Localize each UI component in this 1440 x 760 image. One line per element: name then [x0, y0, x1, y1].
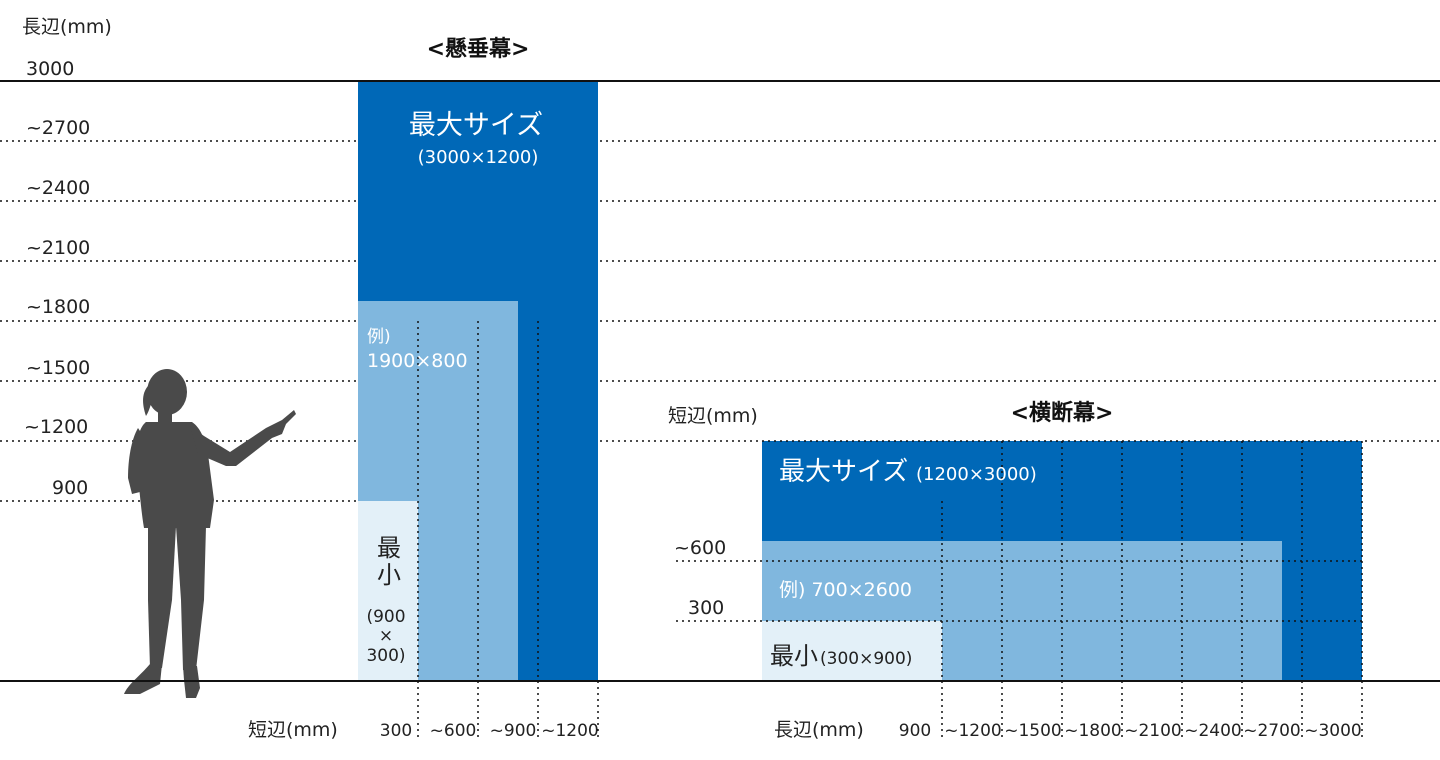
woman-silhouette-icon [124, 369, 296, 698]
horizontal-gridlines [676, 440, 1363, 740]
horizontal-x-axis-label: 長辺(mm) [774, 719, 864, 741]
vertical-y-tick: ~1800 [26, 296, 90, 318]
horizontal-x-tick: ~1500 [1004, 721, 1062, 741]
horizontal-x-tick: ~1800 [1064, 721, 1122, 741]
vertical-title: <懸垂幕> [427, 37, 530, 62]
horizontal-x-tick: ~1200 [944, 721, 1002, 741]
horizontal-banner-chart: 短辺(mm) <横断幕> ~600 300 最大サイズ (1200×3000) … [668, 400, 1363, 741]
horizontal-x-tick: 900 [899, 721, 931, 741]
horizontal-max-dims: (1200×3000) [916, 464, 1037, 485]
vertical-x-tick: ~900 [490, 721, 537, 741]
horizontal-y-tick: 300 [688, 597, 724, 619]
vertical-max-dims: (3000×1200) [418, 147, 539, 168]
horizontal-x-tick: ~2100 [1124, 721, 1182, 741]
vertical-min-rect [358, 501, 418, 681]
vertical-min-dims-3: 300) [366, 646, 405, 666]
vertical-banner-chart: 長辺(mm) 3000 <懸垂幕> ~2700 ~2400 ~2100 ~180… [0, 16, 1440, 741]
horizontal-x-tick: ~2400 [1184, 721, 1242, 741]
horizontal-y-axis-label: 短辺(mm) [668, 405, 758, 427]
vertical-y-tick: ~2700 [26, 117, 90, 139]
vertical-x-tick: 300 [380, 721, 412, 741]
horizontal-x-tick: ~3000 [1304, 721, 1362, 741]
vertical-y-tick: ~1500 [26, 357, 90, 379]
horizontal-title: <横断幕> [1011, 400, 1114, 426]
horizontal-min-rect [762, 621, 942, 681]
vertical-max-label: 最大サイズ [409, 110, 543, 141]
vertical-min-dims-1: (900 [366, 607, 405, 627]
vertical-min-dims-2: × [379, 626, 393, 646]
vertical-example-dims: 1900×800 [367, 350, 468, 372]
vertical-y-axis-label: 長辺(mm) [22, 16, 112, 38]
vertical-min-label-1: 最 [377, 534, 401, 562]
vertical-y-tick: 900 [52, 477, 88, 499]
vertical-x-tick: ~600 [430, 721, 477, 741]
vertical-y-top-label: 3000 [26, 58, 74, 80]
vertical-y-tick: ~2100 [26, 237, 90, 259]
horizontal-example-label: 例) 700×2600 [779, 579, 912, 601]
horizontal-x-tick: ~2700 [1243, 721, 1301, 741]
vertical-min-label-2: 小 [377, 561, 401, 589]
vertical-y-tick: ~1200 [24, 416, 88, 438]
horizontal-y-tick: ~600 [674, 537, 726, 559]
horizontal-min-label: 最小 [770, 642, 818, 670]
vertical-example-label: 例) [367, 327, 391, 347]
vertical-x-gridlines [417, 321, 599, 740]
vertical-y-tick: ~2400 [26, 177, 90, 199]
vertical-x-axis-label: 短辺(mm) [248, 719, 338, 741]
horizontal-max-label: 最大サイズ [779, 457, 908, 487]
vertical-x-tick: ~1200 [541, 721, 599, 741]
horizontal-min-dims: (300×900) [820, 649, 912, 669]
